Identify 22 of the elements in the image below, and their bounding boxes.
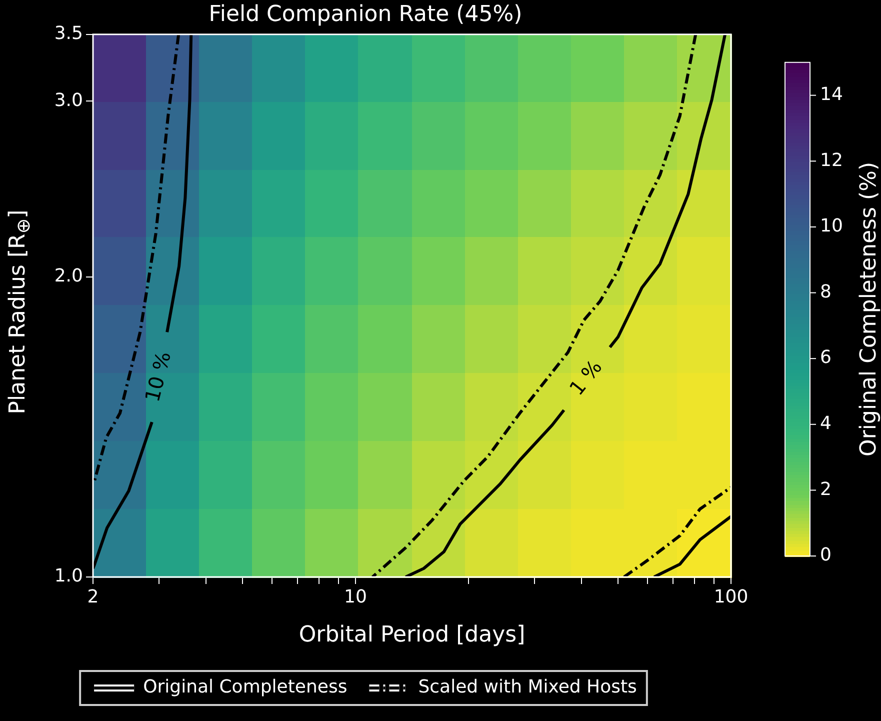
color-bar-label: 8 <box>820 281 832 302</box>
x-tick-label: 100 <box>714 586 748 608</box>
x-axis-title: Orbital Period [days] <box>298 622 526 648</box>
legend-label: Scaled with Mixed Hosts <box>418 676 637 698</box>
y-tick-label: 2.0 <box>54 265 83 286</box>
color-bar-label: 2 <box>820 478 832 500</box>
y-tick-label: 1.0 <box>54 566 83 587</box>
color-bar-label: 6 <box>820 347 832 368</box>
annotation: 10 % <box>140 349 176 404</box>
chart-title: Field Companion Rate (45%) <box>208 2 522 27</box>
y-tick-label: 3.5 <box>54 23 83 44</box>
color-bar-label: 12 <box>820 150 843 171</box>
color-bar-label: 4 <box>820 413 832 434</box>
x-tick-label: 2 <box>87 586 99 608</box>
color-bar-label: 14 <box>820 84 843 105</box>
y-tick-label: 3.0 <box>54 90 83 111</box>
x-tick-label: 10 <box>344 586 367 608</box>
legend-label: Original Completeness <box>143 676 348 698</box>
color-bar-label: 0 <box>820 544 832 566</box>
color-bar-label: 10 <box>820 216 843 237</box>
annotation: 1 % <box>564 355 607 400</box>
color-bar-title: Original Completeness (%) <box>856 162 881 456</box>
